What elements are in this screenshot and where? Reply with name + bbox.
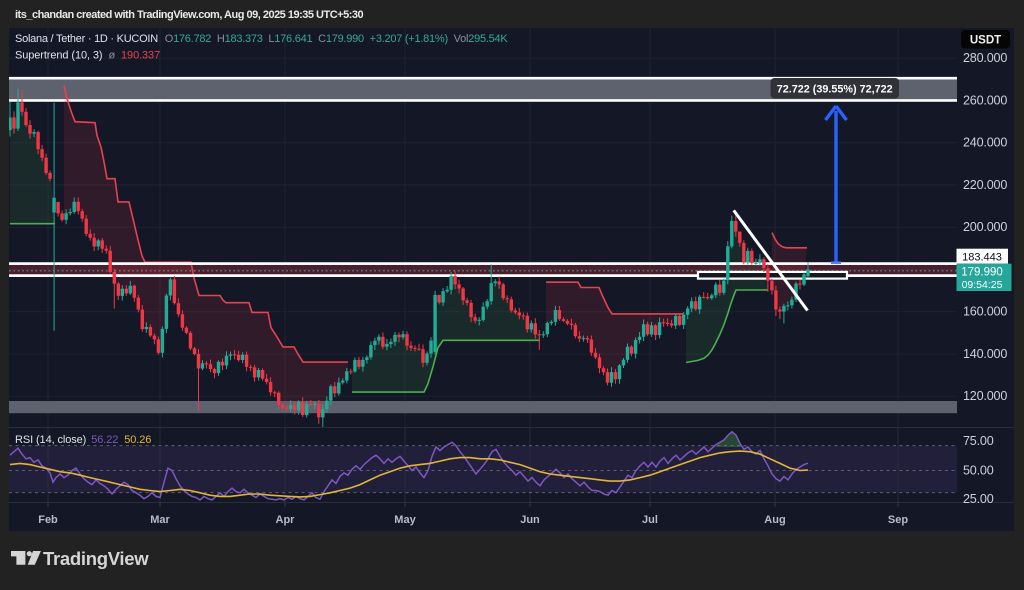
svg-text:Aug: Aug — [764, 514, 785, 526]
svg-text:280.000: 280.000 — [963, 51, 1007, 65]
svg-text:240.000: 240.000 — [963, 136, 1007, 150]
svg-text:183.443: 183.443 — [962, 251, 1002, 263]
svg-text:RSI (14, close) 56.22 50.26: RSI (14, close) 56.22 50.26 — [15, 434, 151, 446]
svg-text:Jul: Jul — [642, 514, 658, 526]
svg-text:Feb: Feb — [38, 514, 58, 526]
svg-text:160.000: 160.000 — [963, 305, 1007, 319]
svg-text:Sep: Sep — [888, 514, 908, 526]
svg-text:09:54:25: 09:54:25 — [962, 279, 1003, 291]
svg-text:260.000: 260.000 — [963, 93, 1007, 107]
svg-text:200.000: 200.000 — [963, 220, 1007, 234]
svg-text:USDT: USDT — [970, 35, 1001, 47]
svg-text:Apr: Apr — [276, 514, 296, 526]
svg-text:TradingView: TradingView — [43, 548, 149, 569]
svg-text:25.00: 25.00 — [963, 492, 994, 506]
svg-text:140.000: 140.000 — [963, 347, 1007, 361]
svg-text:Solana / Tether · 1D · KUCOIN: Solana / Tether · 1D · KUCOIN O176.782 H… — [15, 33, 508, 45]
svg-text:May: May — [394, 514, 416, 526]
svg-text:Mar: Mar — [150, 514, 170, 526]
svg-text:Supertrend (10, 3) ø 190.337: Supertrend (10, 3) ø 190.337 — [15, 50, 160, 62]
svg-text:120.000: 120.000 — [963, 389, 1007, 403]
svg-text:72.722 (39.55%) 72,722: 72.722 (39.55%) 72,722 — [777, 84, 893, 96]
svg-text:179.990: 179.990 — [961, 267, 1003, 279]
svg-text:Jun: Jun — [520, 514, 540, 526]
svg-text:75.00: 75.00 — [963, 434, 994, 448]
svg-text:220.000: 220.000 — [963, 178, 1007, 192]
svg-text:its_chandan created with Tradi: its_chandan created with TradingView.com… — [15, 9, 363, 21]
svg-text:50.00: 50.00 — [963, 463, 994, 477]
